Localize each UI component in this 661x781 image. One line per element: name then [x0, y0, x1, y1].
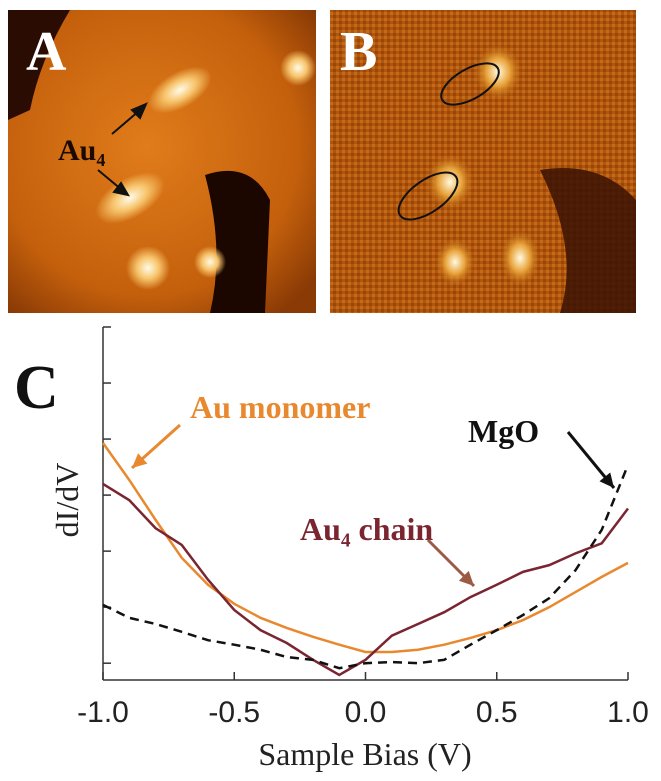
panel-label: B — [340, 21, 377, 83]
arrow-head — [458, 570, 474, 586]
x-tick-label: -1.0 — [77, 696, 129, 729]
bright-spot — [280, 50, 316, 86]
line-series — [102, 464, 630, 670]
x-tick-label: 1.0 — [607, 696, 649, 729]
bright-spot — [435, 238, 475, 286]
x-tick-label: 0.0 — [345, 696, 387, 729]
series-label: Au₄ chain — [300, 511, 433, 547]
series-label: MgO — [468, 413, 539, 449]
outline — [397, 171, 459, 221]
bright-spot — [500, 230, 540, 286]
x-tick-label: -0.5 — [208, 696, 260, 729]
bright-spot — [126, 246, 170, 290]
arrow-head — [599, 472, 614, 488]
panel-b: B — [330, 10, 636, 313]
x-axis-label: Sample Bias (V) — [258, 736, 471, 772]
bright-spot — [194, 246, 226, 278]
bright-spot — [426, 154, 474, 210]
outline — [440, 62, 500, 106]
arrow-head — [132, 453, 148, 468]
x-tick-label: 0.5 — [476, 696, 518, 729]
panel-label: C — [14, 354, 59, 422]
chart: C dI/dV Sample Bias (V) -1.0 -0.5 0.0 0.5 1.… — [14, 326, 649, 772]
line-series — [101, 442, 629, 654]
arrows — [97, 102, 148, 197]
bright-spot — [148, 66, 212, 114]
bright-spot — [95, 172, 165, 224]
y-axis-label: dI/dV — [49, 463, 85, 538]
dark-region — [205, 170, 270, 313]
panel-label: A — [26, 21, 67, 83]
dark-region — [8, 10, 70, 120]
dark-region — [540, 168, 636, 313]
series-label: Au monomer — [190, 389, 370, 425]
panel-a: A Au₄ — [8, 10, 316, 313]
annotation: Au₄ — [58, 134, 105, 167]
line-series — [102, 482, 629, 677]
